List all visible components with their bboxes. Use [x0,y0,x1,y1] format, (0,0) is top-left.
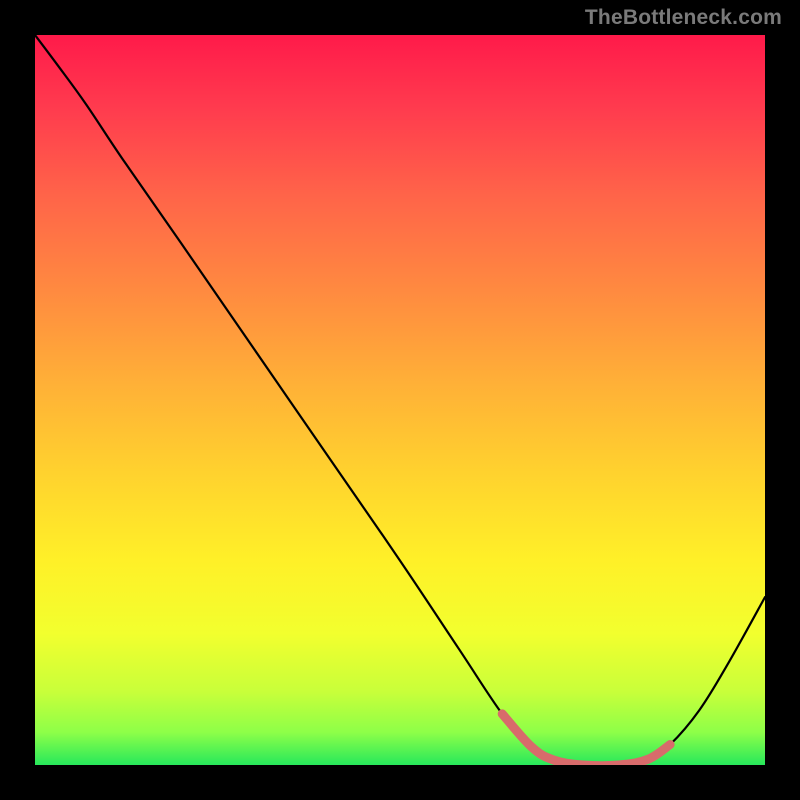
chart-background [35,35,765,765]
chart-stage: TheBottleneck.com [0,0,800,800]
bottleneck-curve-chart [35,35,765,765]
watermark-text: TheBottleneck.com [585,6,782,30]
